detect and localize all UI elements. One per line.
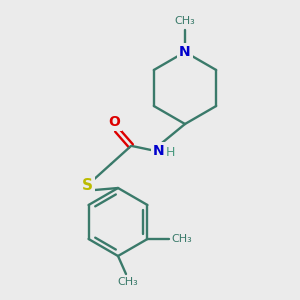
Text: S: S bbox=[82, 178, 92, 194]
Text: CH₃: CH₃ bbox=[175, 16, 195, 26]
Text: N: N bbox=[153, 144, 165, 158]
Text: H: H bbox=[165, 146, 175, 160]
Text: CH₃: CH₃ bbox=[171, 234, 192, 244]
Text: CH₃: CH₃ bbox=[118, 277, 138, 287]
Text: O: O bbox=[108, 115, 120, 129]
Text: N: N bbox=[179, 45, 191, 59]
